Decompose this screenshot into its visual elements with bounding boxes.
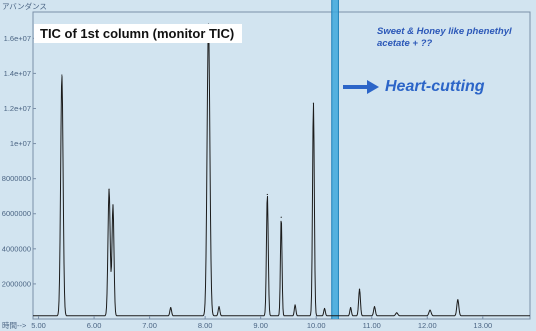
- heart-cutting-label: Heart-cutting: [385, 78, 485, 95]
- y-axis-label: アバンダンス: [2, 1, 47, 11]
- x-tick-label: 6.00: [87, 321, 102, 330]
- peak-apex-point: [323, 307, 326, 310]
- chart-title: TIC of 1st column (monitor TIC): [34, 24, 243, 43]
- right-arrow-icon: [343, 80, 379, 94]
- x-tick-label: 13.00: [473, 321, 492, 330]
- x-tick-label: 7.00: [142, 321, 157, 330]
- y-tick-label: 6000000: [2, 209, 31, 218]
- peak-apex-point: [294, 304, 296, 306]
- x-tick-label: 11.00: [363, 321, 381, 330]
- aroma-annotation: Sweet & Honey like phenethyl acetate + ?…: [377, 26, 512, 49]
- x-tick-label: 10.00: [307, 321, 326, 330]
- x-axis-label: 時間-->: [2, 321, 27, 330]
- peak-apex-point: [218, 306, 220, 308]
- y-tick-label: 8000000: [2, 174, 31, 183]
- peak-apex-point: [312, 102, 315, 104]
- peak-apex-point: [108, 188, 110, 190]
- peak-apex-point: [457, 299, 459, 301]
- y-tick-label: 1e+07: [10, 139, 31, 148]
- x-tick-label: 12.00: [418, 321, 437, 330]
- heart-cut-band: [331, 0, 339, 319]
- y-tick-label: 2000000: [2, 279, 31, 288]
- peak-apex-point: [350, 306, 352, 309]
- peak-apex-point: [61, 74, 63, 76]
- peak-apex-point: [373, 306, 376, 308]
- peak-apex-point: [396, 312, 398, 314]
- y-tick-label: 1.4e+07: [4, 69, 31, 78]
- y-tick-label: 4000000: [2, 244, 31, 253]
- peak-apex-point: [280, 216, 282, 218]
- y-tick-label: 1.2e+07: [4, 104, 31, 113]
- plot-frame: [32, 11, 531, 320]
- x-tick-label: 9.00: [253, 321, 268, 330]
- tic-trace-line: [33, 23, 530, 317]
- peak-apex-point: [112, 204, 114, 206]
- y-tick-label: 1.6e+07: [4, 34, 31, 43]
- x-tick-label: 5.00: [31, 321, 46, 330]
- peak-apex-point: [266, 193, 268, 196]
- peak-apex-point: [429, 309, 431, 311]
- peak-apex-point: [170, 306, 172, 309]
- peak-apex-point: [358, 288, 361, 290]
- x-tick-label: 8.00: [198, 321, 213, 330]
